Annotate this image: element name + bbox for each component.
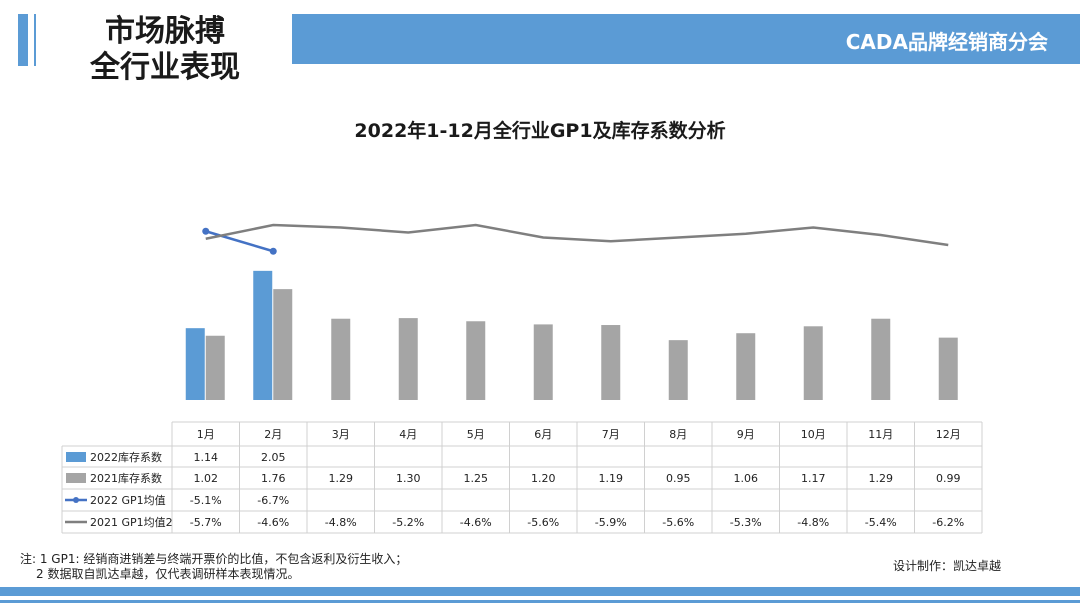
data-label-2021库存系数-5月: 1.25	[464, 472, 489, 485]
bar-2021库存系数-5月	[466, 321, 486, 400]
legend-label-2022库存系数: 2022库存系数	[90, 450, 162, 464]
data-label-2022库存系数-1月: 1.14	[194, 451, 219, 464]
bar-2021库存系数-6月	[533, 324, 553, 400]
data-label-2021库存系数-11月: 1.29	[869, 472, 894, 485]
tick-label-12月: 12月	[936, 428, 961, 441]
data-label-2021库存系数-10月: 1.17	[801, 472, 826, 485]
data-label-2021 GP1均值2-7月: -5.9%	[595, 516, 627, 529]
data-label-2022 GP1均值-1月: -5.1%	[190, 494, 222, 507]
data-label-2021库存系数-7月: 1.19	[599, 472, 624, 485]
legend-marker-2022 GP1均值	[73, 497, 79, 503]
tick-label-9月: 9月	[737, 428, 755, 441]
accent-bar	[18, 14, 28, 66]
data-label-2022库存系数-2月: 2.05	[261, 451, 286, 464]
data-label-2021 GP1均值2-9月: -5.3%	[730, 516, 762, 529]
data-label-2021库存系数-12月: 0.99	[936, 472, 961, 485]
page-title-line1: 市场脉搏	[105, 14, 225, 49]
data-label-2021库存系数-3月: 1.29	[329, 472, 354, 485]
footnote: 注: 1 GP1: 经销商进销差与终端开票价的比值，不包含返利及衍生收入； 2 …	[20, 552, 407, 582]
line-2022 GP1均值	[205, 230, 274, 253]
bar-2021库存系数-1月	[205, 335, 225, 400]
footnote-line2: 2 数据取自凯达卓越，仅代表调研样本表现情况。	[36, 567, 300, 581]
page-title: 市场脉搏 全行业表现	[60, 14, 270, 86]
tick-label-4月: 4月	[399, 428, 417, 441]
point-2022 GP1均值-0	[202, 227, 210, 235]
tick-label-6月: 6月	[534, 428, 552, 441]
page-title-line2: 全行业表现	[90, 50, 240, 85]
bar-2021库存系数-4月	[398, 318, 418, 400]
bar-2021库存系数-8月	[668, 340, 688, 400]
footer-bar	[0, 587, 1080, 596]
legend-label-2021 GP1均值2: 2021 GP1均值2	[90, 516, 173, 529]
data-label-2021库存系数-1月: 1.02	[194, 472, 219, 485]
bar-2021库存系数-7月	[601, 325, 621, 400]
data-label-2021 GP1均值2-10月: -4.8%	[797, 516, 829, 529]
data-label-2021库存系数-6月: 1.20	[531, 472, 556, 485]
data-label-2021库存系数-8月: 0.95	[666, 472, 691, 485]
data-label-2021 GP1均值2-11月: -5.4%	[865, 516, 897, 529]
data-label-2021 GP1均值2-3月: -4.8%	[325, 516, 357, 529]
data-label-2021 GP1均值2-8月: -5.6%	[662, 516, 694, 529]
footer-line	[0, 600, 1080, 603]
data-label-2021 GP1均值2-2月: -4.6%	[257, 516, 289, 529]
tick-label-8月: 8月	[669, 428, 687, 441]
footnote-line1: 注: 1 GP1: 经销商进销差与终端开票价的比值，不包含返利及衍生收入；	[20, 552, 408, 566]
org-name: CADA品牌经销商分会	[845, 30, 1048, 54]
data-label-2022 GP1均值-2月: -6.7%	[257, 494, 289, 507]
legend-key-2021库存系数	[66, 473, 86, 483]
accent-line	[34, 14, 36, 66]
data-label-2021 GP1均值2-4月: -5.2%	[392, 516, 424, 529]
bar-2021库存系数-2月	[273, 289, 293, 400]
credit-text: 设计制作：凯达卓越	[893, 559, 1002, 573]
data-label-2021库存系数-4月: 1.30	[396, 472, 421, 485]
header-banner: CADA品牌经销商分会	[292, 14, 1080, 64]
tick-label-3月: 3月	[332, 428, 350, 441]
data-label-2021 GP1均值2-5月: -4.6%	[460, 516, 492, 529]
bar-2021库存系数-11月	[871, 318, 891, 400]
legend-label-2021库存系数: 2021库存系数	[90, 471, 162, 485]
data-label-2021 GP1均值2-1月: -5.7%	[190, 516, 222, 529]
legend-key-2022库存系数	[66, 452, 86, 462]
data-label-2021库存系数-9月: 1.06	[734, 472, 759, 485]
legend-label-2022 GP1均值: 2022 GP1均值	[90, 494, 166, 507]
chart-title: 2022年1-12月全行业GP1及库存系数分析	[354, 120, 726, 142]
bar-2021库存系数-12月	[938, 337, 958, 400]
point-2022 GP1均值-1	[269, 247, 277, 255]
tick-label-7月: 7月	[602, 428, 620, 441]
bar-2021库存系数-3月	[331, 318, 351, 400]
data-label-2021 GP1均值2-6月: -5.6%	[527, 516, 559, 529]
tick-label-1月: 1月	[197, 428, 215, 441]
bar-2021库存系数-10月	[803, 326, 823, 400]
line-2021 GP1均值2	[205, 223, 949, 247]
bar-2022库存系数-2月	[253, 270, 273, 400]
data-label-2021库存系数-2月: 1.76	[261, 472, 286, 485]
bar-2022库存系数-1月	[185, 328, 205, 400]
bar-2021库存系数-9月	[736, 333, 756, 400]
tick-label-10月: 10月	[801, 428, 826, 441]
data-label-2021 GP1均值2-12月: -6.2%	[932, 516, 964, 529]
tick-label-11月: 11月	[868, 428, 893, 441]
tick-label-2月: 2月	[264, 428, 282, 441]
tick-label-5月: 5月	[467, 428, 485, 441]
